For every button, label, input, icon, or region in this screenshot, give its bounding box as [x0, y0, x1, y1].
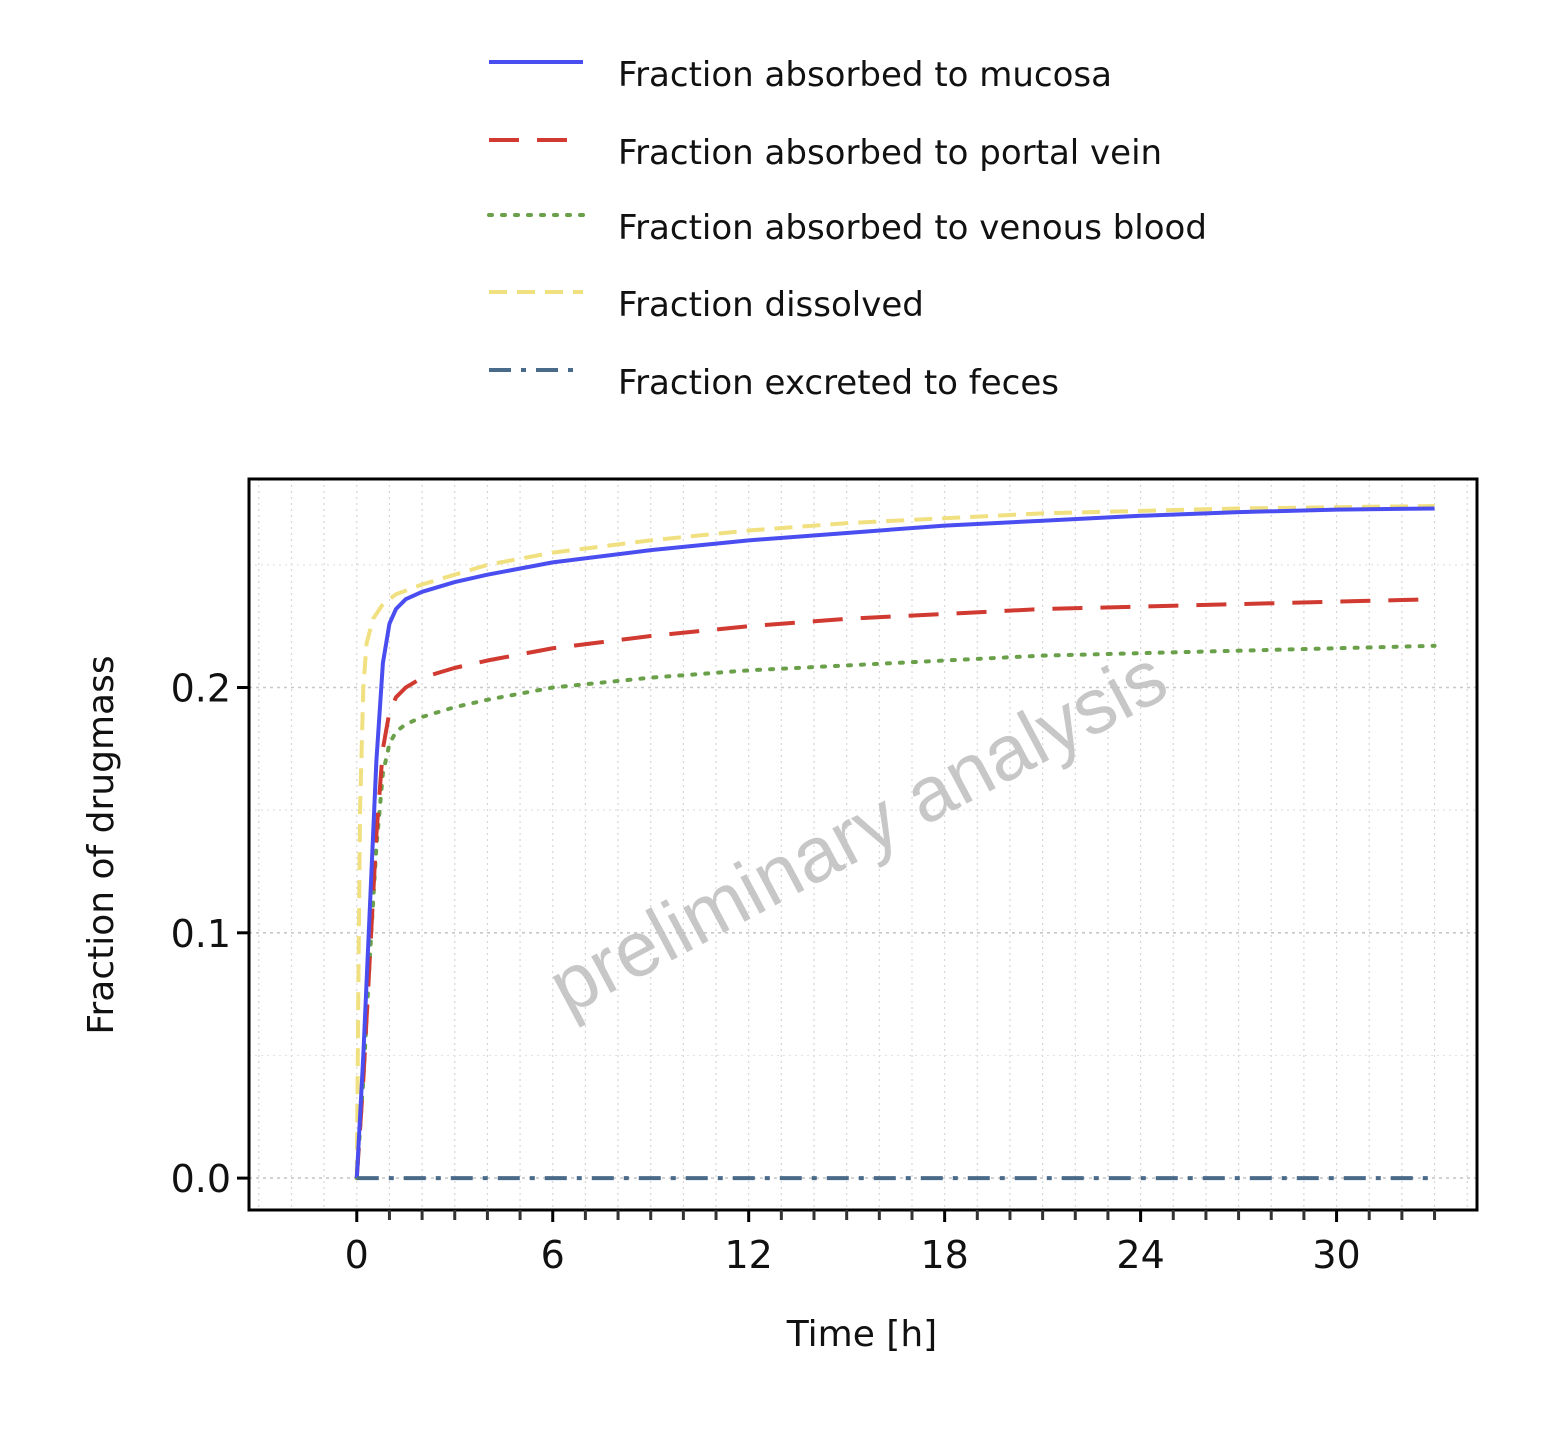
y-tick-label: 0.0: [171, 1157, 231, 1201]
legend-label-3: Fraction absorbed to venous blood: [618, 208, 1207, 248]
series-layer: [354, 503, 1437, 1181]
series-line-2: [354, 597, 1435, 1179]
plot-frame: [247, 477, 1479, 1212]
x-tick-label: 30: [1312, 1233, 1360, 1277]
x-tick-label: 24: [1116, 1233, 1164, 1277]
x-axis-title: Time [h]: [786, 1314, 937, 1355]
x-tick-label: 12: [725, 1233, 773, 1277]
watermark-text: preliminary analysis: [534, 632, 1180, 1031]
y-axis-title: Fraction of drugmass: [81, 655, 122, 1034]
y-tick-label: 0.1: [171, 912, 231, 956]
legend-label-1: Fraction absorbed to mucosa: [618, 55, 1112, 95]
legend-label-5: Fraction excreted to feces: [618, 363, 1059, 403]
legend-label-2: Fraction absorbed to portal vein: [618, 133, 1162, 173]
series-line-3: [354, 643, 1437, 1181]
y-axis: 0.0 0.1 0.2: [171, 667, 249, 1201]
x-tick-label: 0: [345, 1233, 369, 1277]
y-tick-label: 0.2: [171, 667, 231, 711]
legend-label-4: Fraction dissolved: [618, 285, 924, 325]
legend: Fraction absorbed to mucosa Fraction abso…: [487, 55, 1207, 403]
x-tick-label: 6: [541, 1233, 565, 1277]
series-line-4: [354, 503, 1435, 1179]
x-axis: 0 6 12 18 24 30: [345, 1210, 1437, 1277]
x-tick-label: 18: [920, 1233, 968, 1277]
grid-major: [249, 686, 1477, 1179]
series-line-1: [354, 506, 1435, 1179]
